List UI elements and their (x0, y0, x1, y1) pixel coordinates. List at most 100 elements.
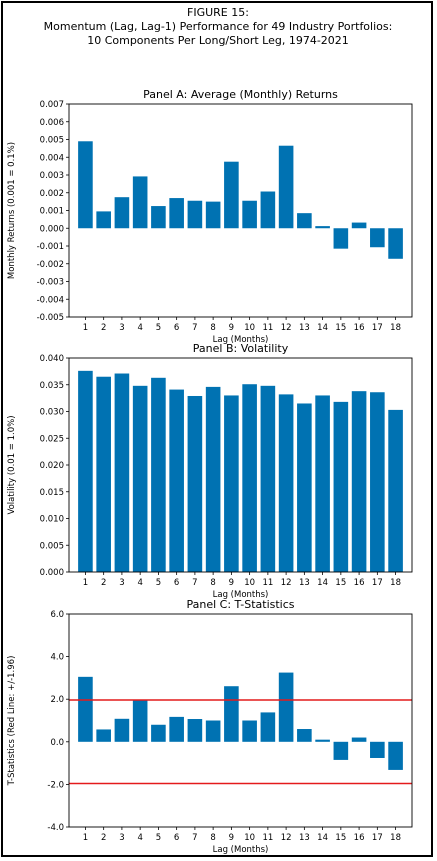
panel-b-y-tick-label-0: 0.000 (40, 568, 64, 578)
panel-b-bar-12 (278, 394, 294, 572)
panel-b-bar-15 (333, 401, 349, 572)
panel-a-x-tick-label-10: 10 (244, 323, 255, 333)
panel-c-y-axis-label: T-Statistics (Red Line: +/-1.96) (7, 656, 17, 787)
panel-c-bar-13 (297, 729, 312, 742)
panel-c-bar-1 (78, 676, 93, 742)
panel-b-bar-10 (242, 384, 257, 572)
panel-c-y-tick-label-5: 6.0 (50, 610, 64, 620)
panel-b-bar-7 (187, 395, 203, 572)
panel-a-bar-10 (242, 200, 257, 229)
panel-c-bar-8 (205, 720, 221, 742)
panel-b-x-tick-label-4: 4 (137, 578, 142, 588)
panel-c-x-tick-label-13: 13 (299, 833, 310, 843)
panel-c-title: Panel C: T-Statistics (186, 598, 294, 611)
panel-c-x-tick-label-12: 12 (281, 833, 292, 843)
panel-b-bar-9 (224, 395, 239, 572)
panel-c-bar-2 (96, 729, 111, 742)
panel-a-x-tick-label-6: 6 (174, 323, 179, 333)
panel-a-bar-2 (96, 211, 111, 229)
panel-b-bar-1 (78, 370, 93, 572)
panel-c-y-tick-label-2: 0.0 (50, 738, 64, 748)
panel-b-y-tick-label-8: 0.040 (40, 354, 64, 364)
panel-c-bar-17 (370, 741, 385, 758)
panel-c-x-tick-label-16: 16 (354, 833, 365, 843)
panel-c-bar-6 (169, 716, 184, 742)
panel-c-y-tick-label-4: 4.0 (50, 653, 64, 663)
panel-a-x-tick-label-5: 5 (156, 323, 161, 333)
panel-c-y-tick-label-3: 2.0 (50, 695, 64, 705)
figure-title-line-1: FIGURE 15: (187, 6, 249, 19)
panel-c-y-tick-label-0: -4.0 (47, 823, 64, 833)
panel-a-y-tick-label-4: -0.001 (37, 242, 64, 252)
panel-b-title: Panel B: Volatility (193, 342, 289, 355)
panel-a-y-axis-label: Monthly Returns (0.001 = 0.1%) (7, 142, 17, 279)
panel-c-bar-5 (151, 724, 166, 742)
panel-a-x-tick-label-2: 2 (101, 323, 106, 333)
panel-a-x-tick-label-8: 8 (210, 323, 215, 333)
panel-b-bar-5 (151, 377, 166, 572)
panel-a-bar-11 (260, 191, 276, 229)
panel-b-y-tick-label-1: 0.005 (40, 541, 64, 551)
panel-a-x-tick-label-1: 1 (83, 323, 88, 333)
panel-b-bar-2 (96, 376, 111, 572)
panel-a-bar-7 (187, 200, 203, 229)
panel-b-bar-18 (388, 409, 403, 572)
panel-a-x-tick-label-13: 13 (299, 323, 310, 333)
panel-a-bar-5 (151, 206, 166, 229)
panel-a-x-tick-label-3: 3 (119, 323, 124, 333)
panel-b-x-tick-label-7: 7 (192, 578, 197, 588)
panel-a-y-tick-label-8: 0.003 (40, 171, 64, 181)
panel-b-volatility: 0.000 0.005 0.010 0.015 0.020 0.025 0.030 0.035… (7, 342, 413, 600)
panel-a-y-tick-label-6: 0.001 (40, 207, 64, 217)
panel-c-x-tick-label-8: 8 (210, 833, 215, 843)
panel-b-bar-6 (169, 389, 184, 572)
figure-title-line-3: 10 Components Per Long/Short Leg, 1974-2… (87, 34, 349, 47)
panel-a-bar-9 (224, 161, 239, 229)
panel-a-y-tick-label-3: -0.002 (37, 260, 64, 270)
panel-b-y-axis-label: Volatility (0.01 = 1.0%) (7, 415, 17, 514)
panel-a-x-axis-label: Lag (Months) (213, 335, 269, 345)
panel-b-x-tick-label-9: 9 (229, 578, 234, 588)
panel-b-bar-3 (114, 373, 130, 572)
panel-b-x-tick-label-15: 15 (335, 578, 346, 588)
panel-c-bar-16 (351, 737, 367, 742)
panel-a-y-tick-label-5: 0.000 (40, 224, 64, 234)
panel-b-bar-8 (205, 386, 221, 572)
panel-b-bar-13 (297, 403, 312, 572)
panel-b-bar-4 (132, 385, 148, 572)
panel-b-x-tick-label-16: 16 (354, 578, 365, 588)
panel-a-x-tick-label-15: 15 (335, 323, 346, 333)
panel-b-x-tick-label-18: 18 (390, 578, 401, 588)
panel-b-x-tick-label-13: 13 (299, 578, 310, 588)
panel-a-bar-16 (351, 222, 367, 229)
panel-c-x-tick-label-1: 1 (83, 833, 88, 843)
panel-a-bar-13 (297, 213, 312, 229)
panel-b-bar-17 (370, 392, 385, 572)
panel-a-x-tick-label-16: 16 (354, 323, 365, 333)
panel-b-y-tick-label-4: 0.020 (40, 461, 64, 471)
panel-a-title: Panel A: Average (Monthly) Returns (143, 88, 338, 101)
panel-c-y-tick-label-1: -2.0 (47, 780, 64, 790)
panel-a-x-tick-label-4: 4 (137, 323, 142, 333)
panel-b-bar-14 (315, 395, 330, 572)
panel-a-bar-12 (278, 145, 294, 229)
panel-a-bar-17 (370, 228, 385, 248)
panel-c-x-axis-label: Lag (Months) (213, 845, 269, 855)
panel-c-x-tick-label-14: 14 (317, 833, 328, 843)
panel-b-x-tick-label-17: 17 (372, 578, 383, 588)
panel-a-x-tick-label-7: 7 (192, 323, 197, 333)
panel-b-x-tick-label-3: 3 (119, 578, 124, 588)
panel-a-x-tick-label-12: 12 (281, 323, 292, 333)
panel-a-bar-3 (114, 197, 130, 229)
panel-a-x-tick-label-18: 18 (390, 323, 401, 333)
panel-b-y-tick-label-7: 0.035 (40, 381, 64, 391)
panel-a-y-tick-label-7: 0.002 (40, 189, 64, 199)
panel-a-y-tick-label-0: -0.005 (37, 313, 64, 323)
panel-a-x-tick-label-11: 11 (262, 323, 273, 333)
panel-b-y-tick-label-2: 0.010 (40, 515, 64, 525)
panel-b-y-tick-label-3: 0.015 (40, 488, 64, 498)
panel-c-axes-frame (68, 613, 413, 828)
panel-a-y-tick-label-12: 0.007 (40, 100, 64, 110)
figure-title: FIGURE 15: Momentum (Lag, Lag-1) Perform… (44, 6, 393, 47)
